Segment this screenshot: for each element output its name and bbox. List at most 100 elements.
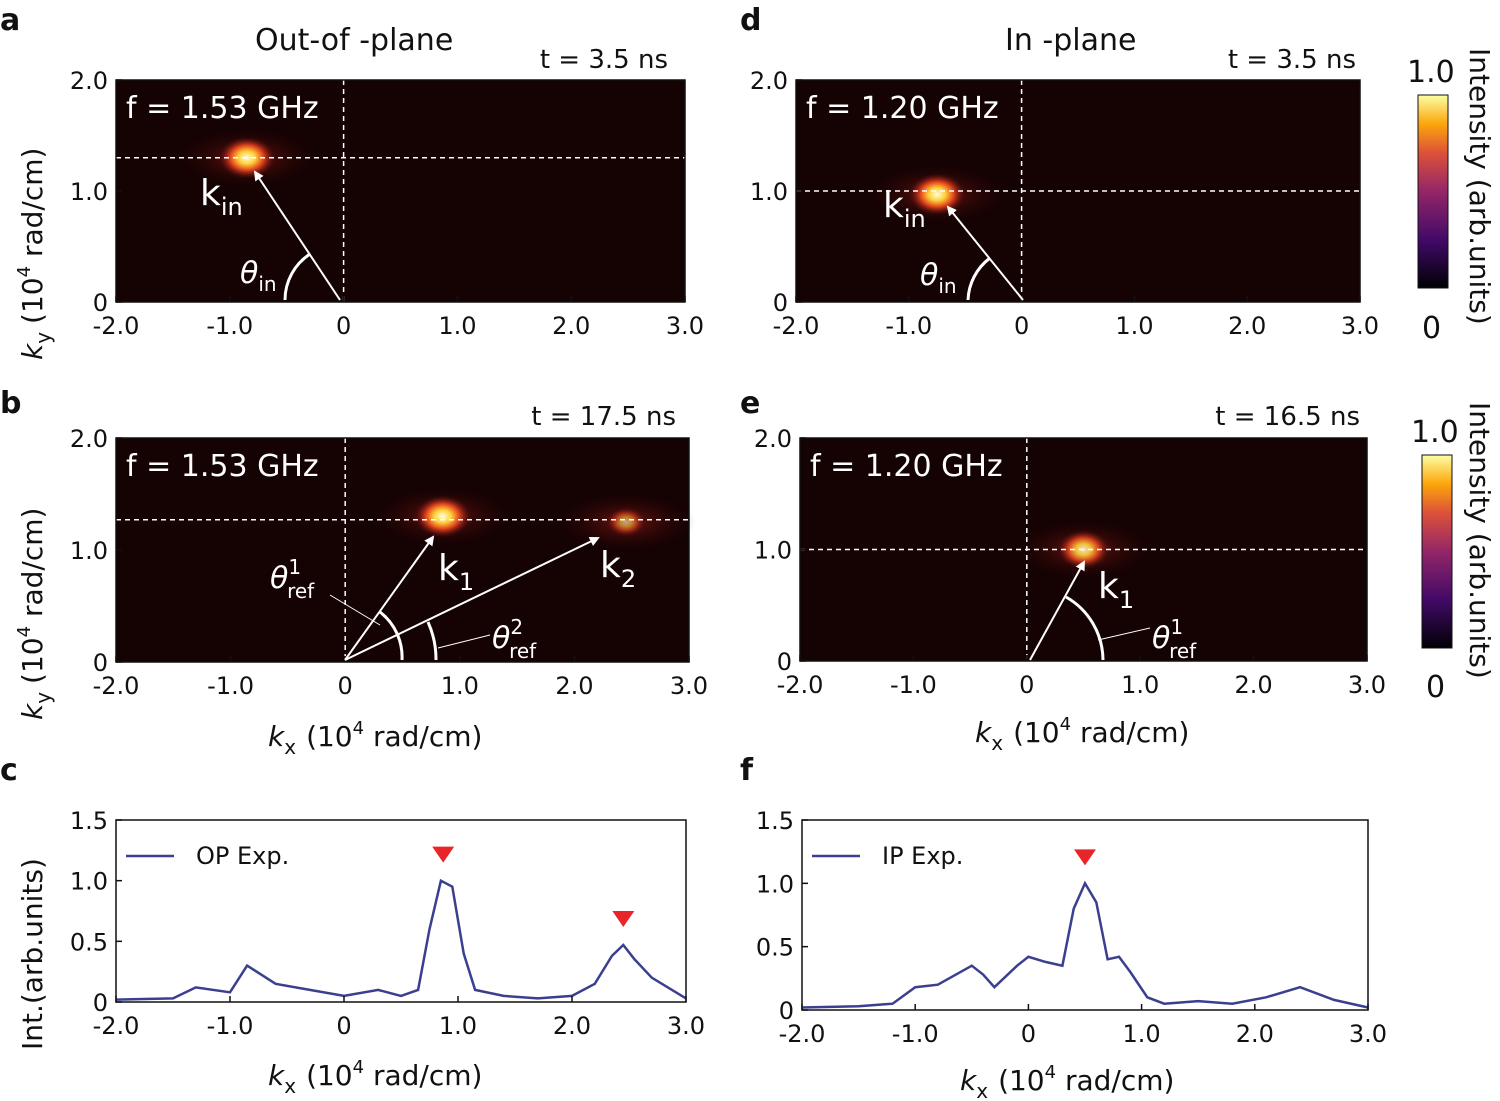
ytick-label-b-0: 0	[93, 649, 108, 677]
xtick-label-d-3: 1.0	[1115, 312, 1153, 340]
freq-label-e: f = 1.20 GHz	[810, 449, 1003, 484]
colorbar-top-min: 0	[1422, 311, 1441, 346]
ky-label-top-rest: rad/cm)	[16, 148, 49, 266]
svg-text:kx(104 rad/cm): kx (104 rad/cm)	[975, 714, 1189, 755]
xtick-label-f-1: -1.0	[892, 1020, 939, 1048]
freq-label-d: f = 1.20 GHz	[806, 91, 999, 126]
panel-a: t = 3.5 ns f = 1.53 GHz -2.0 -1.0 0 1.0 2.0 3.0…	[70, 45, 704, 340]
xtick-label-b-3: 1.0	[441, 672, 479, 700]
series-line-f	[801, 880, 1369, 1009]
ky-label-bottom-unit: (10	[16, 637, 49, 684]
colorbar-bottom-max: 1.0	[1411, 415, 1459, 450]
ky-label-bottom-rest: rad/cm)	[16, 508, 49, 626]
xtick-label-b-4: 2.0	[555, 672, 593, 700]
legend-label-f: IP Exp.	[882, 842, 963, 870]
kx-label-b-exp: 4	[353, 718, 364, 739]
xtick-label-e-2: 0	[1019, 671, 1034, 699]
ytick-label-c-0: 0	[93, 989, 108, 1017]
kx-label-b-unit: (10	[306, 720, 353, 753]
kx-label-e-exp: 4	[1060, 714, 1071, 735]
kx-label-c: kx (104 rad/cm)	[268, 1057, 482, 1098]
ytick-label-c-2: 1.0	[70, 868, 108, 896]
ky-label-top-unit: (10	[16, 277, 49, 324]
xtick-label-e-3: 1.0	[1121, 671, 1159, 699]
xtick-label-a-3: 1.0	[438, 312, 476, 340]
hotspot-b-0	[414, 495, 471, 538]
colorbar-bottom: 1.0 0 Intensity (arb.units)	[1411, 402, 1496, 705]
ky-label-bottom-sub: y	[31, 692, 55, 704]
colorbar-bottom-min: 0	[1426, 670, 1445, 705]
panel-label-e: e	[740, 386, 760, 421]
xtick-label-a-1: -1.0	[206, 312, 253, 340]
angle-arc-b1	[379, 610, 404, 661]
kx-label-b-rest: rad/cm)	[364, 720, 482, 753]
ytick-label-b-1: 1.0	[70, 537, 108, 565]
svg-text:ky(104 rad/cm): ky (104 rad/cm)	[14, 148, 55, 360]
xtick-label-e-4: 2.0	[1235, 671, 1273, 699]
hotspot-d-0	[909, 173, 965, 216]
xtick-label-e-1: -1.0	[890, 671, 937, 699]
panel-label-b: b	[0, 386, 21, 421]
kx-label-c-k: k	[268, 1059, 286, 1092]
ytick-label-d-1: 1.0	[750, 178, 788, 206]
xtick-label-f-2: 0	[1021, 1020, 1036, 1048]
ytick-label-e-2: 2.0	[754, 425, 792, 453]
angle-arc-b2	[426, 621, 438, 661]
xtick-label-d-1: -1.0	[885, 312, 932, 340]
panel-label-f: f	[740, 753, 754, 788]
leader-b1	[329, 594, 381, 626]
xtick-label-d-5: 3.0	[1341, 312, 1379, 340]
kx-label-f-k: k	[960, 1064, 978, 1097]
kx-label-c-sub: x	[284, 1074, 296, 1098]
angle-arc-d	[966, 256, 991, 301]
k1-label-b: k1	[438, 548, 474, 596]
kx-label-f: kx (104 rad/cm)	[960, 1062, 1174, 1101]
panel-label-a: a	[0, 3, 20, 38]
kx-label-f-rest: rad/cm)	[1056, 1064, 1174, 1097]
xtick-label-a-5: 3.0	[666, 312, 704, 340]
colorbar-top-gradient	[1417, 94, 1449, 289]
xtick-label-c-2: 0	[336, 1012, 351, 1040]
time-label-e: t = 16.5 ns	[1215, 402, 1360, 432]
ytick-label-b-2: 2.0	[70, 425, 108, 453]
xtick-label-c-0: -2.0	[93, 1012, 140, 1040]
xtick-label-a-2: 0	[336, 312, 351, 340]
panel-c: OP Exp. -2.0 -1.0 0 1.0 2.0 3.0 0 0.5 1.0 1.5	[70, 807, 705, 1040]
angle-arc-a	[283, 252, 311, 301]
leader-b2	[437, 634, 491, 649]
kx-label-b: kx (104 rad/cm)	[268, 718, 482, 759]
vector-k1-e	[1029, 560, 1085, 661]
svg-text:ky(104 rad/cm): ky (104 rad/cm)	[14, 508, 55, 720]
vector-k2-b	[344, 536, 600, 661]
freq-label-b: f = 1.53 GHz	[126, 449, 319, 484]
xtick-label-e-0: -2.0	[777, 671, 824, 699]
ytick-label-f-2: 1.0	[756, 870, 794, 898]
kx-label-f-exp: 4	[1045, 1062, 1056, 1083]
peak-marker-c-1	[612, 910, 635, 927]
freq-label-a: f = 1.53 GHz	[126, 91, 319, 126]
time-label-d: t = 3.5 ns	[1228, 45, 1356, 75]
kx-label-e-sub: x	[991, 731, 1003, 755]
hotspot-b-1	[606, 507, 646, 537]
ytick-label-a-1: 1.0	[70, 178, 108, 206]
ytick-label-f-1: 0.5	[756, 934, 794, 962]
xtick-label-b-1: -1.0	[207, 672, 254, 700]
panel-b: t = 17.5 ns f = 1.53 GHz -2.0 -1.0 0 1.0 2.0 3.…	[70, 402, 708, 700]
xtick-label-b-0: -2.0	[93, 672, 140, 700]
xtick-label-b-5: 3.0	[670, 672, 708, 700]
ky-label-bottom-k: k	[16, 702, 49, 720]
ky-label-bottom-exp: 4	[14, 626, 35, 637]
ytick-label-c-1: 0.5	[70, 928, 108, 956]
xtick-label-b-2: 0	[338, 672, 353, 700]
panel-label-d: d	[740, 3, 761, 38]
xtick-label-c-4: 2.0	[553, 1012, 591, 1040]
vector-k-in-a	[253, 170, 341, 301]
kx-label-f-unit: (10	[998, 1064, 1045, 1097]
xtick-label-a-4: 2.0	[552, 312, 590, 340]
xtick-label-c-5: 3.0	[667, 1012, 705, 1040]
ytick-label-a-0: 0	[93, 289, 108, 317]
kx-label-f-sub: x	[976, 1079, 988, 1101]
plot-bg-b	[116, 438, 689, 662]
panel-label-c: c	[0, 753, 18, 788]
